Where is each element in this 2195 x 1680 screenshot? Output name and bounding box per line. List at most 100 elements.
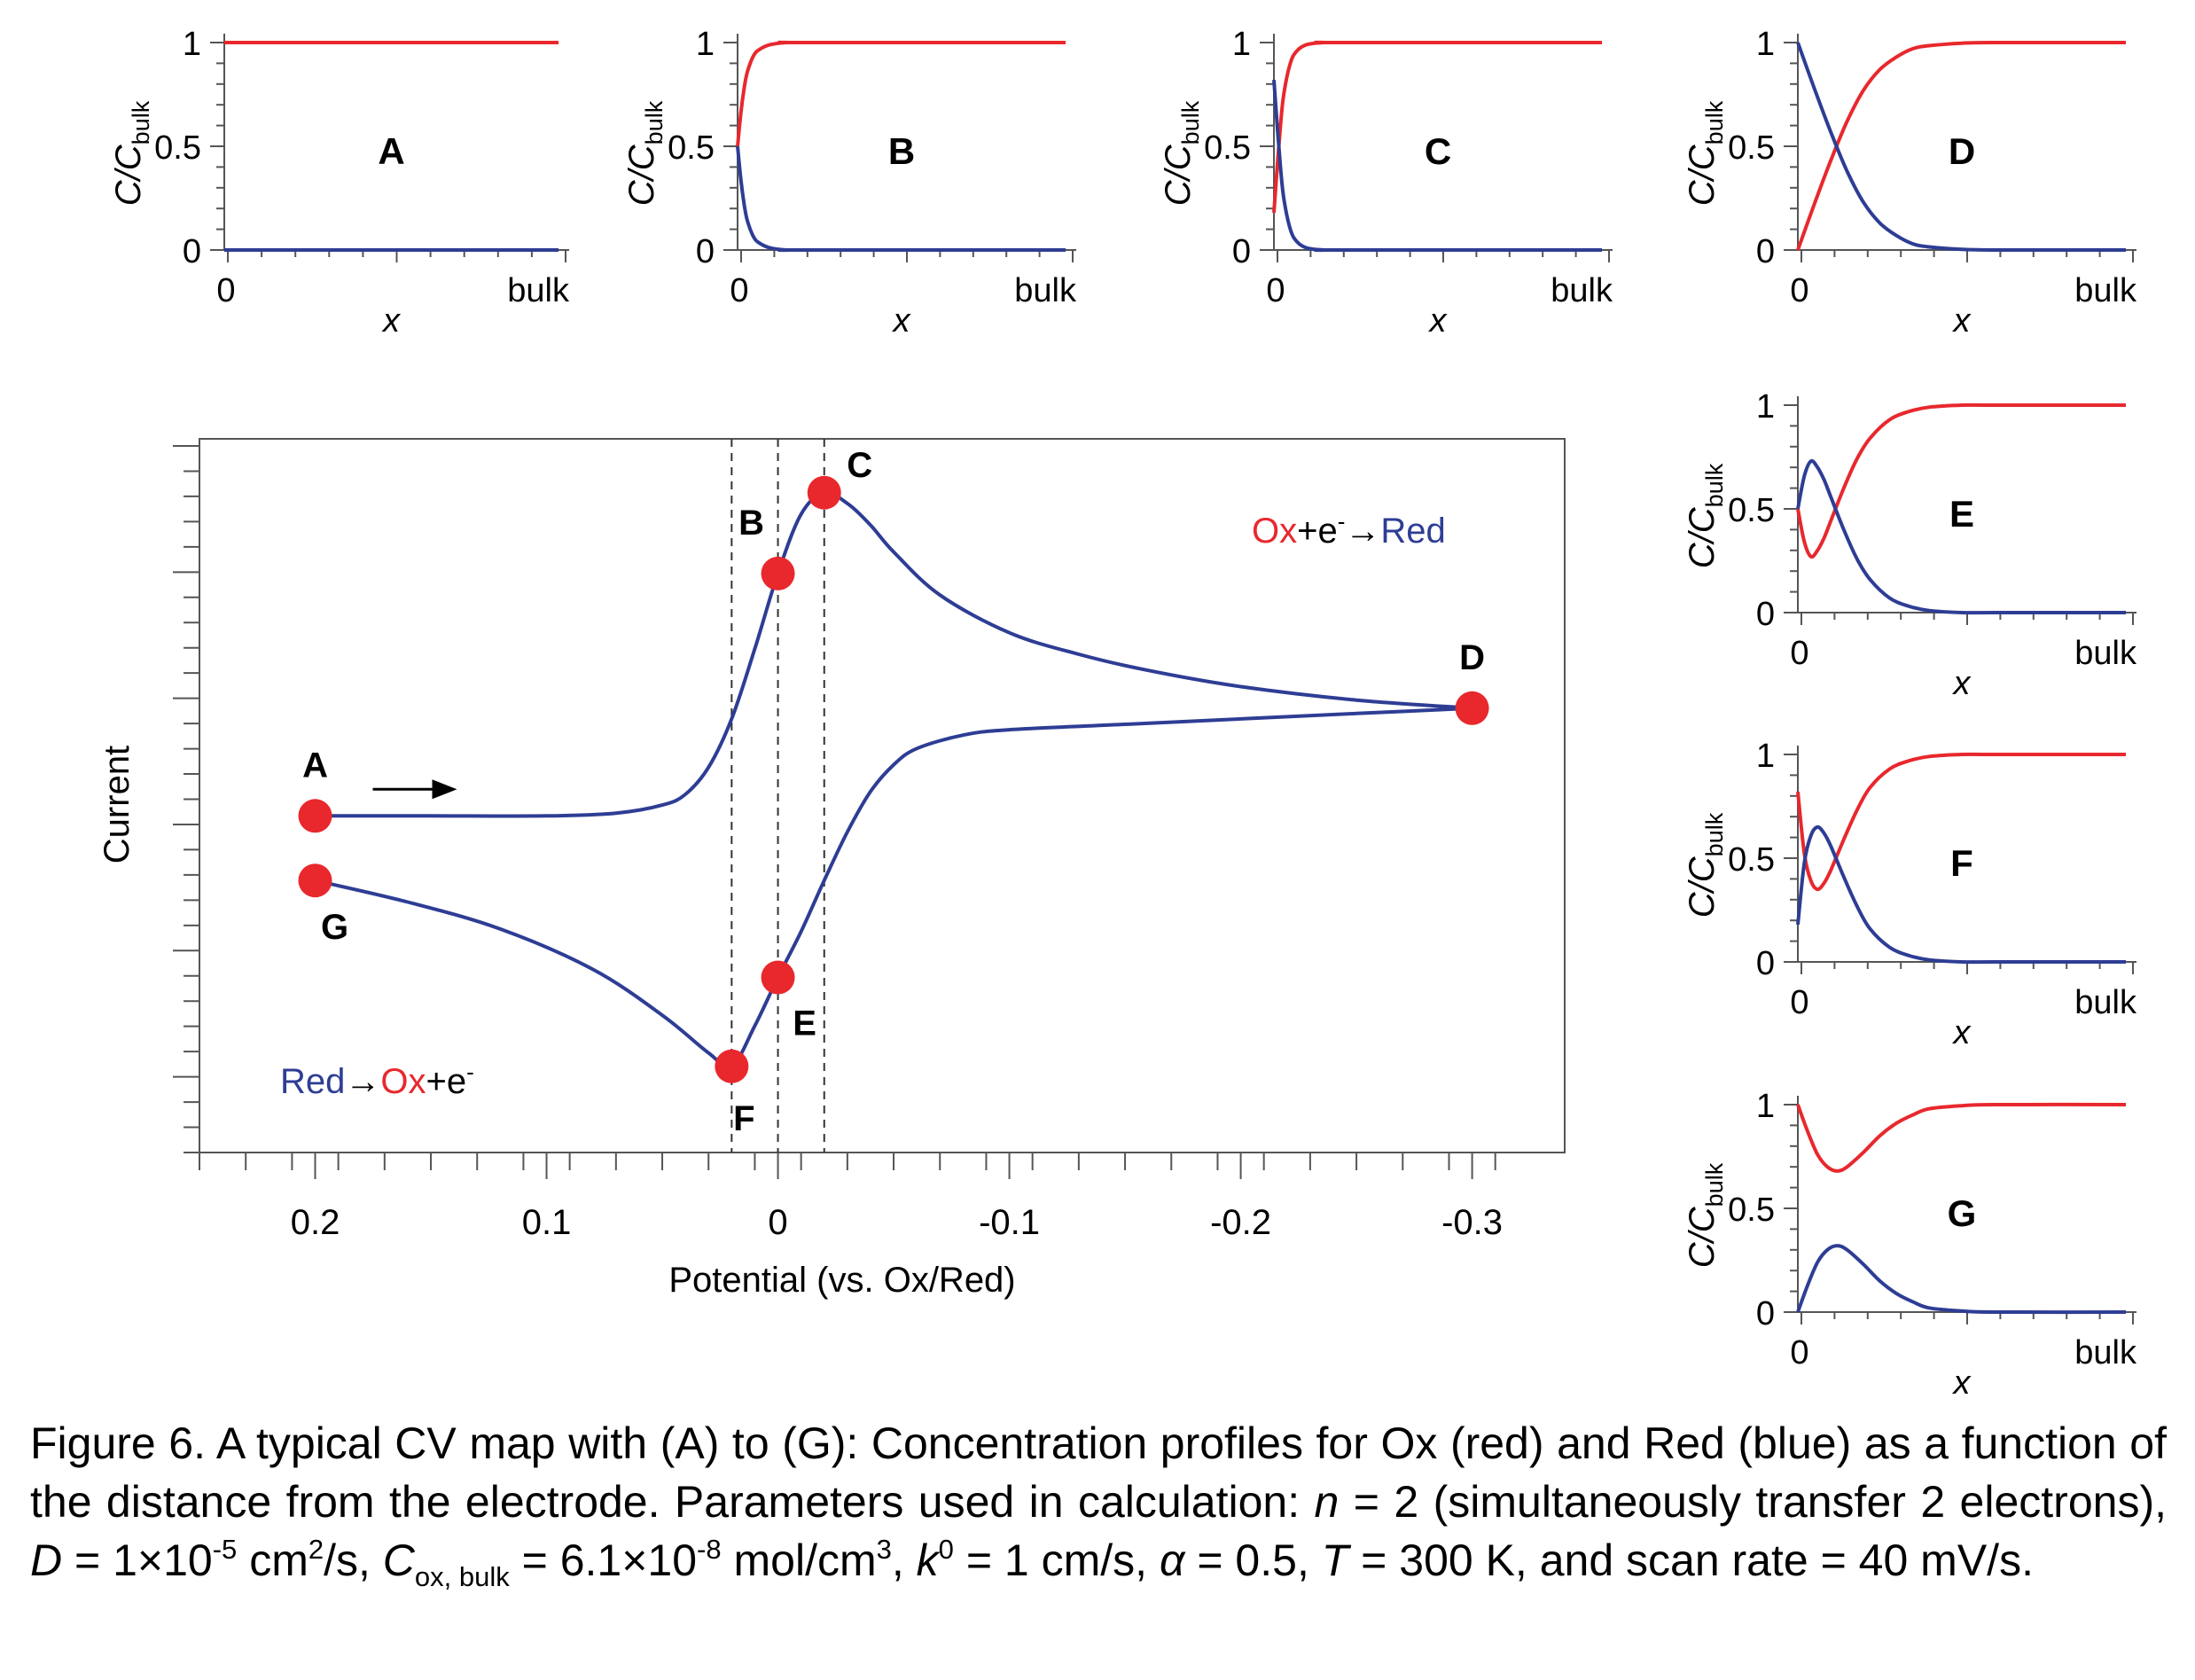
profile-x-tick-label: bulk xyxy=(1551,272,1613,309)
profile-red-line xyxy=(1796,1244,2127,1315)
profile-ox-line xyxy=(1272,40,1602,214)
profile-y-tick-label: 1 xyxy=(1232,26,1251,63)
profile-D-chart: 0 0.5 1 0 bulk x C/Cbulk D xyxy=(1683,26,2137,340)
profile-y-axis-title: C/Cbulk xyxy=(1683,100,1728,206)
profile-panel-label: A xyxy=(378,130,404,172)
profile-B-chart: 0 0.5 1 0 bulk x C/Cbulk B xyxy=(622,26,1077,340)
profile-y-tick-label: 0.5 xyxy=(154,129,201,167)
profile-y-tick-label: 1 xyxy=(696,26,715,63)
profile-x-axis-title: x xyxy=(1952,1364,1972,1401)
figure-caption: Figure 6. A typical CV map with (A) to (… xyxy=(30,1418,2167,1592)
cv-point-label: F xyxy=(733,1099,754,1138)
profile-x-tick-label: bulk xyxy=(507,272,570,309)
profile-x-tick-label: 0 xyxy=(216,272,235,309)
cv-point-label: G xyxy=(321,908,348,947)
figure-canvas: 0.2 0.1 0 -0.1 -0.2 -0.3 Potential (vs. Ox/Red… xyxy=(98,26,2137,1401)
profile-y-tick-label: 0 xyxy=(696,233,715,270)
profile-x-tick-label: 0 xyxy=(1266,272,1285,309)
cv-point-label: E xyxy=(793,1004,816,1043)
profile-A-chart: 0 0.5 1 0 bulk x C/Cbulk A xyxy=(109,26,570,340)
profile-y-axis-title: C/Cbulk xyxy=(1683,812,1728,918)
cv-point-d xyxy=(1455,691,1489,725)
profile-y-tick-label: 0.5 xyxy=(1728,129,1775,167)
profile-panel-label: G xyxy=(1948,1192,1977,1234)
profile-ox-line xyxy=(1796,752,2127,892)
profile-red-line xyxy=(1796,42,2126,253)
profile-x-axis-title: x xyxy=(1952,1014,1972,1051)
cv-y-axis-title: Current xyxy=(98,746,137,863)
cv-x-tick-label: -0.2 xyxy=(1210,1203,1271,1242)
profile-panel-label: C xyxy=(1425,130,1451,172)
profile-y-tick-label: 1 xyxy=(1756,738,1775,775)
profile-x-tick-label: 0 xyxy=(1790,1334,1808,1371)
cv-point-label: B xyxy=(738,504,764,543)
profile-y-tick-label: 0.5 xyxy=(668,129,715,167)
profile-y-tick-label: 0.5 xyxy=(1204,129,1251,167)
profile-y-tick-label: 0.5 xyxy=(1728,1192,1775,1229)
cv-x-tick-label: 0.1 xyxy=(522,1203,572,1242)
profile-x-tick-label: 0 xyxy=(1790,635,1808,672)
cv-x-axis-title: Potential (vs. Ox/Red) xyxy=(668,1261,1015,1300)
profile-y-tick-label: 0 xyxy=(183,233,201,270)
profile-x-tick-label: bulk xyxy=(2074,1334,2137,1371)
profile-x-tick-label: bulk xyxy=(2074,984,2137,1021)
cv-point-c xyxy=(807,475,841,510)
profile-x-tick-label: bulk xyxy=(1014,272,1077,309)
profile-x-tick-label: 0 xyxy=(1790,984,1808,1021)
profile-x-axis-title: x xyxy=(1952,665,1972,702)
profile-panel-label: F xyxy=(1950,842,1973,884)
profile-panel-label: E xyxy=(1949,493,1974,535)
reaction-label-reduction: Ox+e-→Red xyxy=(1252,508,1446,551)
profile-x-tick-label: bulk xyxy=(2074,272,2137,309)
profile-red-line xyxy=(1796,824,2126,965)
profile-red-line xyxy=(1796,458,2126,615)
profile-y-tick-label: 1 xyxy=(1756,26,1775,63)
profile-y-tick-label: 0.5 xyxy=(1728,492,1775,529)
profile-ox-line xyxy=(1796,1102,2127,1173)
profile-G-chart: 0 0.5 1 0 bulk x C/Cbulk G xyxy=(1683,1088,2137,1401)
profile-x-tick-label: 0 xyxy=(1790,272,1808,309)
profile-x-tick-label: 0 xyxy=(730,272,748,309)
profile-y-tick-label: 1 xyxy=(1756,388,1775,426)
cv-point-b xyxy=(761,556,795,590)
profile-y-tick-label: 0 xyxy=(1756,596,1775,633)
reaction-label-oxidation: Red→Ox+e- xyxy=(280,1059,474,1101)
profile-x-axis-title: x xyxy=(381,302,402,340)
profile-x-axis-title: x xyxy=(892,302,912,340)
cv-point-e xyxy=(761,960,795,995)
profile-ox-line xyxy=(1796,402,2126,559)
profile-y-axis-title: C/Cbulk xyxy=(622,100,668,206)
profile-ox-line xyxy=(736,40,1066,147)
profile-ox-line xyxy=(1796,40,2126,251)
profile-E-chart: 0 0.5 1 0 bulk x C/Cbulk E xyxy=(1683,388,2137,702)
cv-point-label: D xyxy=(1459,638,1485,677)
profile-y-tick-label: 1 xyxy=(1756,1088,1775,1125)
profile-y-axis-title: C/Cbulk xyxy=(1683,1162,1728,1268)
cv-point-f xyxy=(715,1049,749,1083)
cv-point-g xyxy=(298,863,332,898)
scan-direction-arrowhead xyxy=(432,779,457,800)
profile-panel-label: D xyxy=(1949,130,1975,172)
profile-F-chart: 0 0.5 1 0 bulk x C/Cbulk F xyxy=(1683,738,2137,1051)
cv-x-tick-label: 0.2 xyxy=(291,1203,340,1242)
profile-y-tick-label: 0 xyxy=(1756,945,1775,982)
cv-x-tick-label: 0 xyxy=(768,1203,787,1242)
profile-red-line xyxy=(736,145,1066,253)
cv-plot-frame xyxy=(199,438,1566,1153)
profile-x-tick-label: bulk xyxy=(2074,635,2137,672)
cv-x-tick-label: -0.3 xyxy=(1441,1203,1503,1242)
profile-red-line xyxy=(1272,79,1602,253)
profile-y-axis-title: C/Cbulk xyxy=(109,100,154,206)
cv-reverse-scan-line xyxy=(315,706,1472,1070)
profile-y-tick-label: 0 xyxy=(1756,1295,1775,1332)
profile-y-tick-label: 0.5 xyxy=(1728,841,1775,879)
cv-point-label: C xyxy=(847,446,872,485)
cv-point-a xyxy=(298,799,332,833)
profile-y-tick-label: 1 xyxy=(183,26,201,63)
profile-x-axis-title: x xyxy=(1428,302,1449,340)
profile-panel-label: B xyxy=(888,130,915,172)
profile-x-axis-title: x xyxy=(1952,302,1972,340)
profile-y-tick-label: 0 xyxy=(1232,233,1251,270)
profile-y-axis-title: C/Cbulk xyxy=(1683,463,1728,568)
cv-x-tick-label: -0.1 xyxy=(979,1203,1040,1242)
